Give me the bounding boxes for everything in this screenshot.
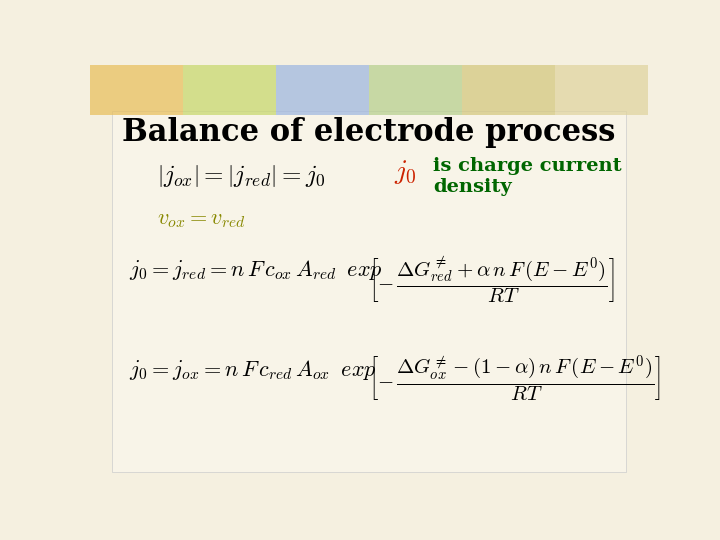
FancyBboxPatch shape	[369, 60, 462, 114]
Text: $j_0$: $j_0$	[394, 158, 417, 186]
Text: $\left[-\,\dfrac{\Delta G^{\neq}_{red} + \alpha\,n\,F\,(E - E^0)}{RT}\right]$: $\left[-\,\dfrac{\Delta G^{\neq}_{red} +…	[369, 254, 615, 305]
Text: $v_{ox} = v_{red}$: $v_{ox} = v_{red}$	[157, 208, 246, 230]
FancyBboxPatch shape	[462, 60, 555, 114]
FancyBboxPatch shape	[90, 60, 183, 114]
FancyBboxPatch shape	[555, 60, 648, 114]
Text: $\left[-\,\dfrac{\Delta G^{\neq}_{ox} - (1-\alpha)\,n\,F\,(E - E^0)}{RT}\right]$: $\left[-\,\dfrac{\Delta G^{\neq}_{ox} - …	[369, 354, 661, 404]
Text: $\left|j_{ox}\right| = \left|j_{red}\right| = j_0$: $\left|j_{ox}\right| = \left|j_{red}\rig…	[157, 163, 325, 188]
FancyBboxPatch shape	[183, 60, 276, 114]
FancyBboxPatch shape	[276, 60, 369, 114]
Text: Balance of electrode process: Balance of electrode process	[122, 117, 616, 148]
FancyBboxPatch shape	[112, 111, 626, 472]
Text: $j_0 = j_{red} = n\,F\,c_{ox}\,A_{red}\;\;exp$: $j_0 = j_{red} = n\,F\,c_{ox}\,A_{red}\;…	[129, 258, 383, 282]
Text: is charge current
density: is charge current density	[433, 157, 622, 196]
Text: $j_0 = j_{ox} = n\,F\,c_{red}\,A_{ox}\;\;exp$: $j_0 = j_{ox} = n\,F\,c_{red}\,A_{ox}\;\…	[129, 358, 377, 382]
